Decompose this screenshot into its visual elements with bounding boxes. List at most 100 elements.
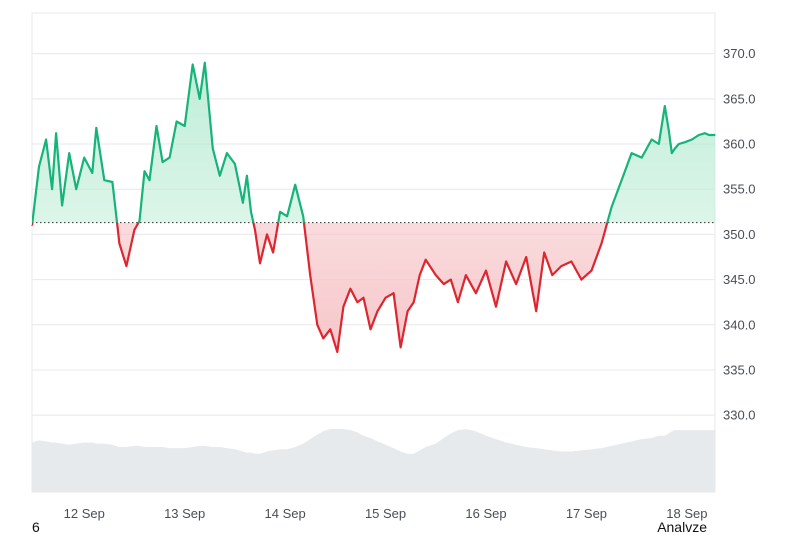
price-point — [219, 175, 221, 177]
price-point — [51, 188, 53, 190]
price-point — [600, 242, 603, 245]
price-point — [551, 274, 553, 276]
price-line-down — [32, 222, 609, 353]
price-point — [169, 157, 171, 159]
price-point — [376, 310, 379, 312]
price-point — [651, 138, 653, 141]
price-point — [678, 143, 680, 145]
price-point — [250, 211, 252, 213]
x-axis: 12 Sep 13 Sep 14 Sep 15 Sep 16 Sep 17 Sep 18 S… — [64, 506, 708, 521]
price-point — [413, 301, 415, 303]
price-point — [457, 301, 459, 303]
price-point — [246, 175, 248, 177]
price-point — [425, 259, 427, 261]
price-point — [83, 157, 85, 159]
y-tick-label: 355.0 — [723, 182, 756, 197]
price-point — [407, 310, 409, 312]
price-point — [242, 202, 244, 204]
price-point — [435, 274, 437, 276]
price-point — [714, 134, 716, 136]
price-point — [543, 251, 545, 254]
price-line-up — [32, 61, 715, 223]
price-point — [103, 179, 105, 181]
price-point — [212, 148, 214, 150]
price-point — [316, 324, 318, 326]
analyze-link[interactable]: Analvze — [657, 519, 707, 535]
y-axis: 370.0 365.0 360.0 355.0 350.0 345.0 340.0 335.0… — [723, 46, 756, 423]
price-point — [671, 152, 673, 154]
price-point — [505, 260, 507, 263]
price-point — [631, 152, 633, 154]
price-point — [91, 172, 93, 174]
price-point — [535, 310, 537, 312]
price-point — [560, 265, 562, 267]
price-point — [322, 337, 324, 339]
price-point — [475, 292, 477, 294]
price-point — [610, 206, 613, 208]
volume-area — [32, 429, 715, 492]
price-point — [234, 163, 236, 165]
price-point — [143, 170, 146, 172]
price-point — [226, 152, 228, 154]
price-line — [31, 61, 716, 353]
price-point — [199, 98, 201, 100]
price-point — [704, 132, 706, 134]
price-point — [162, 161, 164, 163]
price-point — [580, 279, 583, 281]
price-point — [674, 148, 676, 150]
x-tick-label: 12 Sep — [64, 506, 105, 521]
price-point — [450, 279, 452, 281]
price-point — [691, 138, 693, 141]
price-point — [55, 132, 57, 134]
price-point — [641, 157, 643, 159]
price-point — [362, 297, 365, 299]
price-point — [266, 233, 268, 235]
price-point — [698, 134, 700, 136]
y-tick-label: 365.0 — [723, 91, 756, 106]
price-point — [443, 283, 445, 285]
price-point — [31, 224, 33, 226]
price-point — [294, 184, 296, 186]
x-tick-label: 15 Sep — [365, 506, 406, 521]
price-point — [684, 141, 686, 143]
down-fill — [32, 222, 715, 352]
price-point — [61, 204, 63, 207]
y-tick-label: 340.0 — [723, 317, 756, 332]
price-point — [590, 270, 593, 272]
price-point — [621, 179, 623, 181]
price-point — [336, 351, 338, 353]
price-point — [45, 138, 47, 141]
price-point — [38, 166, 40, 168]
x-tick-label: 18 Sep — [666, 506, 707, 521]
price-point — [309, 274, 311, 276]
y-tick-label: 370.0 — [723, 46, 756, 61]
price-point — [495, 306, 497, 308]
price-point — [349, 288, 351, 290]
price-point — [259, 262, 261, 264]
price-point — [254, 229, 256, 231]
price-point — [155, 125, 158, 127]
price-point — [192, 63, 194, 66]
price-point — [525, 256, 527, 258]
price-point — [485, 270, 487, 272]
price-point — [708, 134, 710, 136]
price-point — [658, 143, 660, 145]
x-tick-label: 16 Sep — [465, 506, 506, 521]
price-point — [385, 297, 387, 299]
price-point — [118, 242, 120, 245]
x-tick-label: 17 Sep — [566, 506, 607, 521]
price-point — [111, 181, 113, 183]
price-point — [400, 346, 402, 348]
price-point — [302, 215, 304, 217]
price-point — [342, 306, 344, 308]
price-fill — [32, 62, 715, 352]
price-point — [515, 283, 517, 285]
price-point — [286, 215, 288, 217]
price-point — [95, 127, 97, 129]
y-tick-label: 360.0 — [723, 137, 756, 152]
price-point — [279, 211, 281, 213]
x-tick-label: 13 Sep — [164, 506, 205, 521]
price-point — [133, 229, 135, 231]
price-point — [68, 152, 70, 154]
